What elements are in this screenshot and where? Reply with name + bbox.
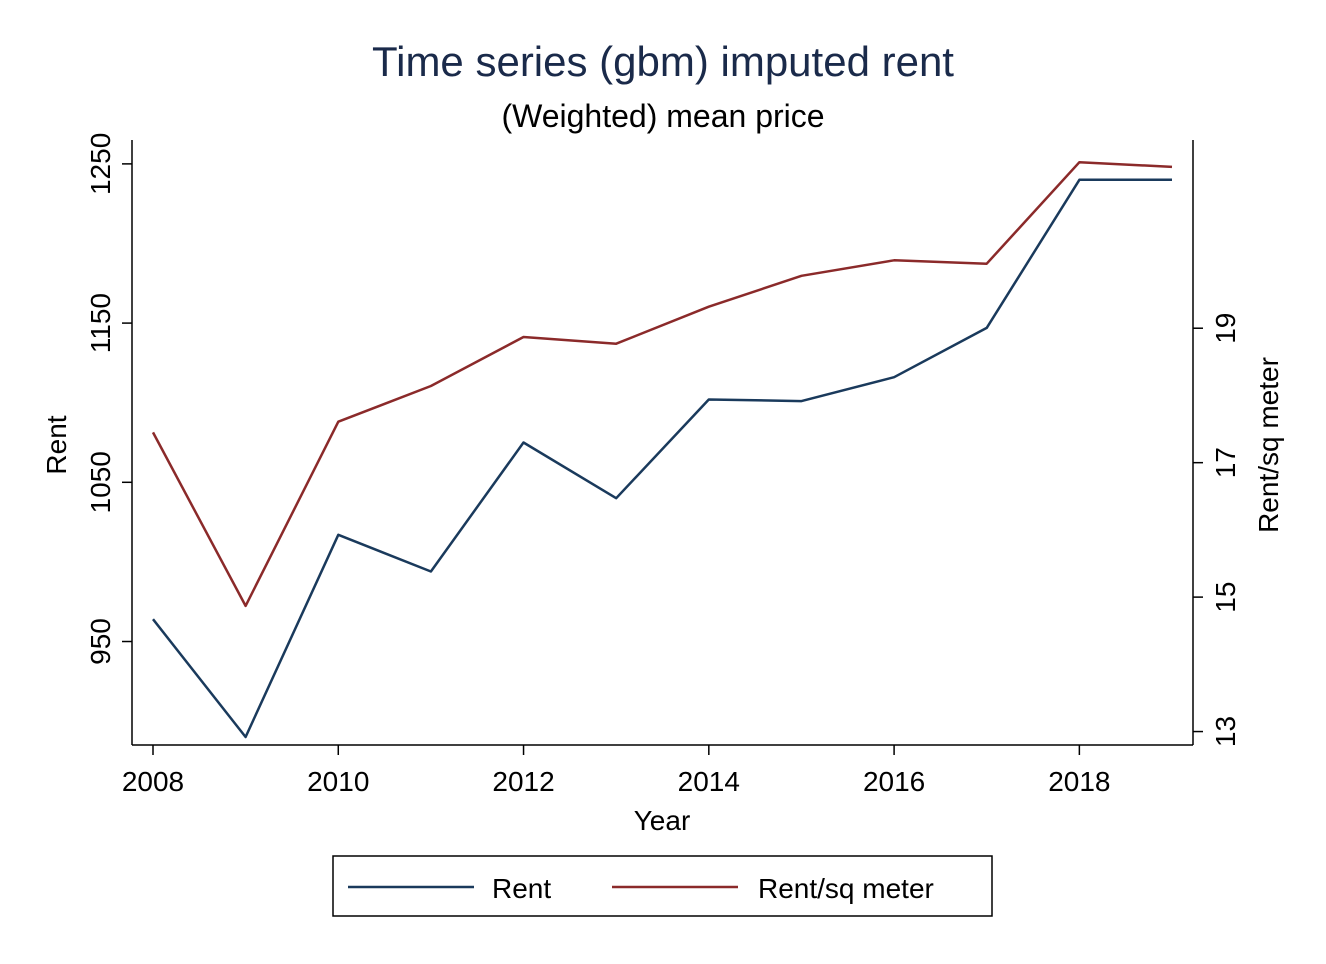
- y-tick-label: 950: [85, 618, 116, 665]
- y-axis-label: Rent: [41, 415, 72, 474]
- x-tick-label: 2010: [307, 766, 369, 797]
- x-tick-label: 2016: [863, 766, 925, 797]
- y-tick-label: 1250: [85, 133, 116, 195]
- y2-tick-label: 19: [1210, 313, 1241, 344]
- chart-title: Time series (gbm) imputed rent: [372, 38, 954, 85]
- x-axis-label: Year: [634, 805, 691, 836]
- series-lines: [151, 160, 1173, 739]
- x-tick-label: 2008: [122, 766, 184, 797]
- x-tick-label: 2012: [492, 766, 554, 797]
- legend-label-rent-per-sqm: Rent/sq meter: [758, 873, 934, 904]
- axes: [122, 140, 1203, 755]
- series-line-rent-sq-meter: [151, 160, 1173, 608]
- y2-axis-label: Rent/sq meter: [1253, 357, 1284, 533]
- chart-subtitle: (Weighted) mean price: [501, 98, 824, 134]
- series-line-rent: [152, 178, 1172, 739]
- y-tick-label: 1050: [85, 451, 116, 513]
- legend-label-rent: Rent: [492, 873, 551, 904]
- y2-tick-label: 17: [1210, 447, 1241, 478]
- legend: Rent Rent/sq meter: [332, 855, 993, 917]
- x-tick-label: 2014: [678, 766, 740, 797]
- tick-labels: 2008 2010 2012 2014 2016 2018 950 1050 1150 1250 1…: [85, 133, 1241, 797]
- x-tick-label: 2018: [1048, 766, 1110, 797]
- y2-tick-label: 15: [1210, 582, 1241, 613]
- y2-tick-label: 13: [1210, 716, 1241, 747]
- y-tick-label: 1150: [85, 293, 116, 353]
